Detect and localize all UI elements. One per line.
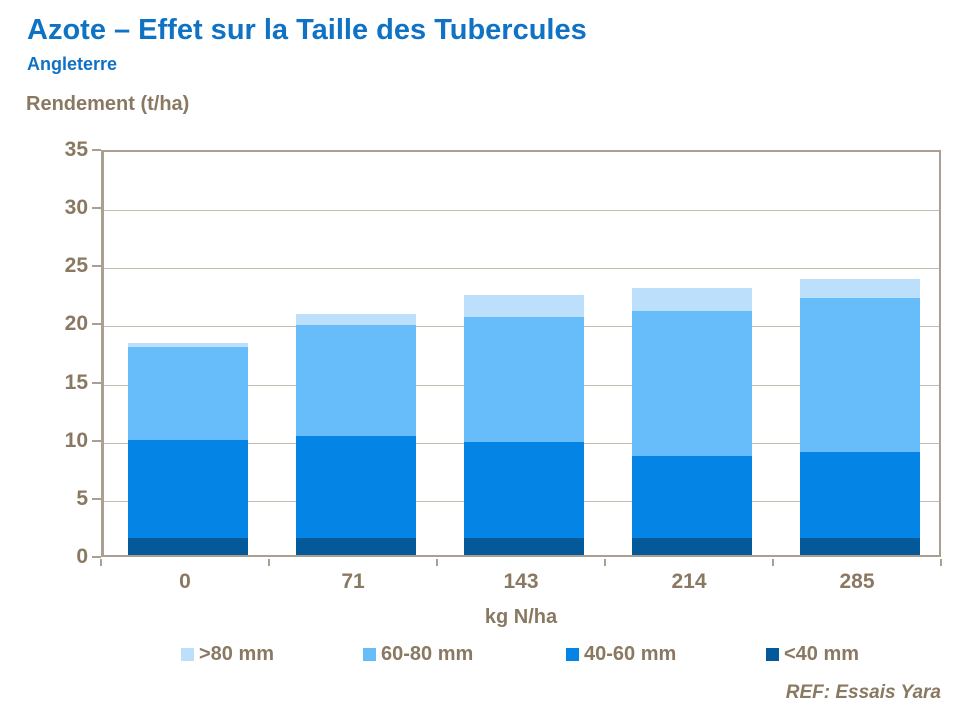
- y-axis-title: Rendement (t/ha): [26, 93, 190, 115]
- legend-label: 60-80 mm: [381, 642, 474, 665]
- bar-segment: [632, 456, 752, 538]
- x-axis-tick: [100, 559, 102, 566]
- bar-segment: [632, 537, 752, 555]
- bar-segment: [128, 343, 248, 347]
- y-axis-tick-label: 10: [64, 428, 88, 452]
- page-title: Azote – Effet sur la Taille des Tubercul…: [27, 14, 587, 46]
- bar-segment: [296, 324, 416, 437]
- x-axis-tick: [772, 559, 774, 566]
- legend-swatch-icon: [766, 647, 779, 661]
- reference-note: REF: Essais Yara: [785, 682, 941, 703]
- gridline: [104, 268, 939, 270]
- x-axis-tick-label: 71: [341, 570, 365, 593]
- bar-segment: [632, 310, 752, 457]
- bar-segment: [128, 537, 248, 555]
- x-axis-tick: [436, 559, 438, 566]
- legend-label: 40-60 mm: [584, 642, 677, 665]
- stacked-bar-285: [800, 148, 920, 555]
- bar-segment: [128, 346, 248, 440]
- stacked-bar-0: [128, 148, 248, 555]
- bar-segment: [632, 287, 752, 311]
- y-axis-tick-label: 25: [64, 254, 88, 278]
- bar-segment: [296, 314, 416, 325]
- y-axis-tick: [92, 439, 101, 442]
- y-axis-tick: [92, 556, 101, 558]
- bar-segment: [296, 537, 416, 555]
- stacked-bar-71: [296, 148, 416, 555]
- bar-segment: [800, 537, 920, 555]
- y-axis-tick-label: 35: [64, 138, 88, 161]
- y-axis-tick-label: 5: [76, 486, 88, 510]
- legend-swatch-icon: [566, 647, 579, 661]
- legend-item: <40 mm: [766, 642, 859, 666]
- gridline: [104, 210, 939, 212]
- x-axis-tick: [940, 559, 942, 566]
- y-axis-tick-label: 0: [76, 545, 88, 568]
- x-axis-tick-label: 143: [503, 570, 539, 593]
- y-axis-tick: [92, 207, 101, 210]
- legend-item: 40-60 mm: [566, 642, 676, 666]
- bar-segment: [464, 442, 584, 538]
- legend-label: >80 mm: [199, 642, 275, 665]
- bar-segment: [464, 294, 584, 317]
- y-axis-tick-label: 20: [64, 312, 88, 336]
- stacked-bar-214: [632, 148, 752, 555]
- legend-item: 60-80 mm: [363, 642, 473, 666]
- x-axis-title: kg N/ha: [484, 606, 558, 628]
- bar-segment: [800, 298, 920, 452]
- y-axis-tick-label: 15: [64, 370, 88, 394]
- legend-swatch-icon: [181, 647, 194, 661]
- legend: >80 mm 60-80 mm 40-60 mm <40 mm: [0, 642, 960, 666]
- bar-segment: [464, 537, 584, 555]
- bar-segment: [128, 439, 248, 538]
- x-axis-tick-label: 214: [671, 570, 707, 593]
- bar-segment: [800, 279, 920, 299]
- y-axis-tick: [92, 265, 101, 268]
- bar-segment: [800, 451, 920, 538]
- legend-swatch-icon: [363, 647, 376, 661]
- x-axis-tick: [604, 559, 606, 566]
- legend-item: >80 mm: [181, 642, 274, 666]
- page-subtitle: Angleterre: [27, 54, 118, 74]
- legend-label: <40 mm: [784, 642, 860, 665]
- y-axis-tick: [92, 381, 101, 384]
- y-axis-tick-label: 30: [64, 196, 88, 220]
- y-axis-tick: [92, 149, 101, 151]
- x-axis-tick-label: 0: [179, 570, 191, 593]
- y-axis-tick: [92, 497, 101, 500]
- x-axis-tick: [268, 559, 270, 566]
- stacked-bar-143: [464, 148, 584, 555]
- y-axis-tick: [92, 323, 101, 326]
- bar-segment: [296, 436, 416, 538]
- bar-segment: [464, 316, 584, 443]
- plot-area: [101, 150, 941, 557]
- x-axis-tick-label: 285: [839, 570, 875, 593]
